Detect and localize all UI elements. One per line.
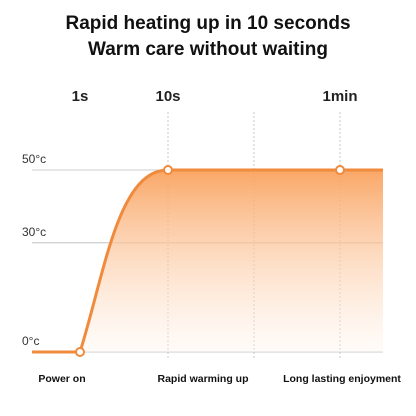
series-area [32,170,383,352]
y-tick-label-1: 30°c [22,225,46,239]
y-tick-label-0: 0°c [22,334,39,348]
data-point-0 [75,347,85,357]
top-tick-label-2: 1min [322,88,357,105]
top-tick-label-1: 10s [155,88,180,105]
labels: 1s 10s 1min Power on Rapid warming up Long la… [22,88,401,385]
top-tick-label-0: 1s [72,88,89,105]
chart-subtitle: Warm care without waiting [88,39,328,60]
data-point-2 [335,165,345,175]
series-line [32,168,383,354]
data-point-1 [163,165,173,175]
bottom-tick-label-1: Rapid warming up [157,373,248,385]
chart-title: Rapid heating up in 10 seconds [65,13,351,34]
markers [75,165,345,357]
bottom-tick-label-0: Power on [38,373,85,385]
y-tick-label-2: 50°c [22,152,46,166]
bottom-tick-label-2: Long lasting enjoyment [283,373,401,385]
